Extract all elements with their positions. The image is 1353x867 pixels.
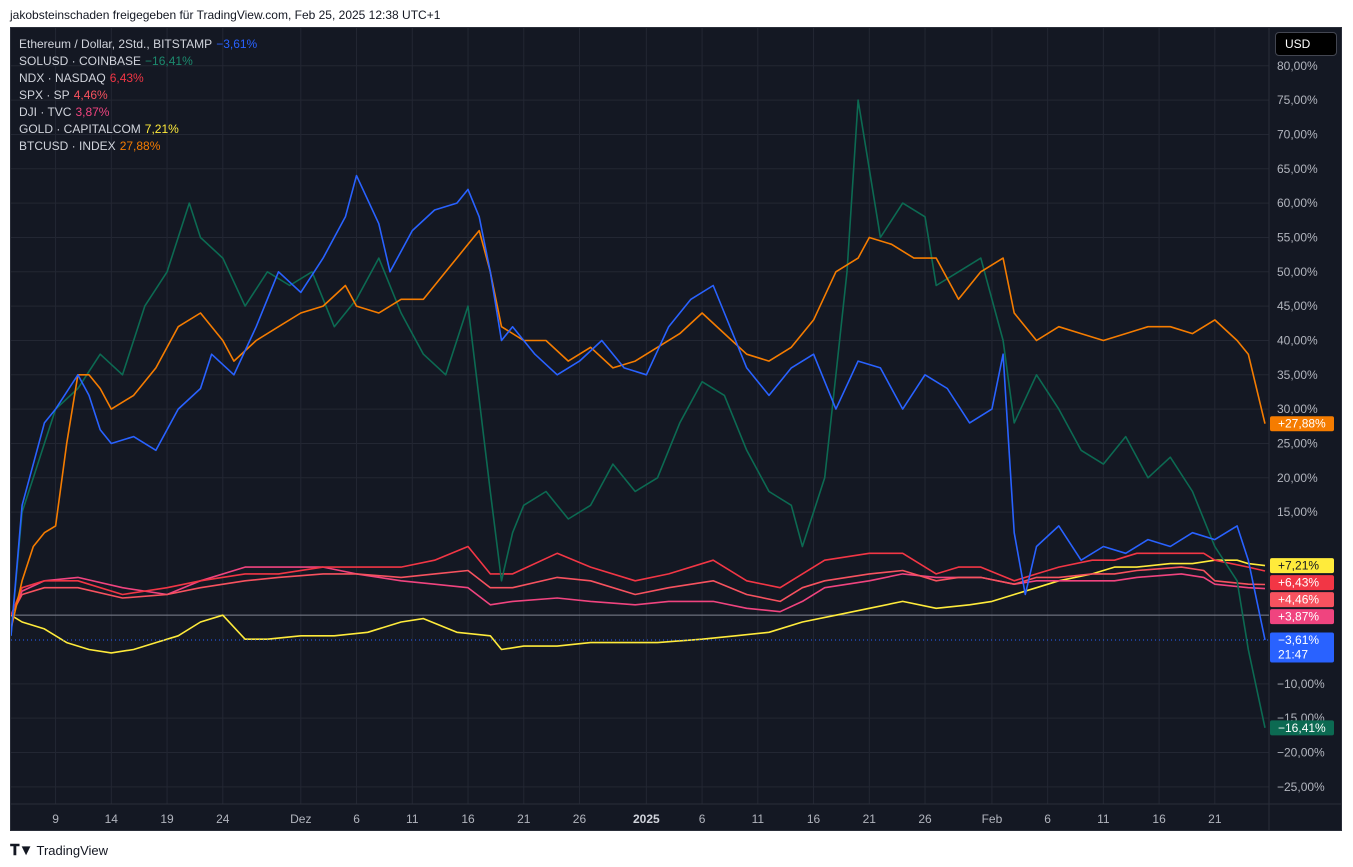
series-badge-label: +6,43% — [1278, 576, 1319, 590]
y-tick-label: 45,00% — [1277, 299, 1318, 313]
legend-series-name: DJI · TVC — [19, 105, 72, 119]
x-tick-label: 19 — [160, 812, 174, 826]
y-tick-label: 65,00% — [1277, 162, 1318, 176]
x-tick-label: Dez — [290, 812, 311, 826]
legend-series-name: SPX · SP — [19, 88, 70, 102]
series-line — [11, 566, 1266, 616]
x-tick-label: 2025 — [633, 812, 660, 826]
x-tick-label: 14 — [105, 812, 119, 826]
x-tick-label: 6 — [353, 812, 360, 826]
x-tick-label: 16 — [1152, 812, 1166, 826]
x-tick-label: 9 — [52, 812, 59, 826]
y-tick-label: 40,00% — [1277, 333, 1318, 347]
x-tick-label: 11 — [752, 812, 765, 826]
chart-panel[interactable]: −25,00%−20,00%−15,00%−10,00%0,00%15,00%2… — [10, 27, 1342, 831]
series-badge — [1270, 558, 1334, 574]
legend-entry[interactable]: Ethereum / Dollar, 2Std., BITSTAMP −3,61% — [19, 36, 257, 53]
x-tick-label: 21 — [1208, 812, 1222, 826]
tradingview-logo-icon: 𝐓▼ — [10, 842, 33, 859]
y-tick-label: 50,00% — [1277, 265, 1318, 279]
series-badge — [1270, 575, 1334, 591]
y-tick-label: 55,00% — [1277, 230, 1318, 244]
legend-series-value: −16,41% — [145, 54, 193, 68]
legend-series-name: SOLUSD · COINBASE — [19, 54, 142, 68]
y-tick-label: 20,00% — [1277, 471, 1318, 485]
y-tick-label: 80,00% — [1277, 59, 1318, 73]
legend-series-name: GOLD · CAPITALCOM — [19, 122, 141, 136]
legend-series-name: BTCUSD · INDEX — [19, 139, 116, 153]
legend-series-value: 6,43% — [109, 71, 144, 85]
series-badge-label: +27,88% — [1278, 417, 1326, 431]
y-tick-label: 60,00% — [1277, 196, 1318, 210]
series-badge-label: −3,61% — [1278, 633, 1319, 647]
series-line — [11, 229, 1266, 630]
series-badge-label: +7,21% — [1278, 559, 1319, 573]
x-tick-label: 21 — [863, 812, 877, 826]
x-tick-label: 21 — [517, 812, 531, 826]
brand-footer[interactable]: 𝐓▼ TradingView — [10, 842, 108, 859]
series-badge-time: 21:47 — [1278, 647, 1308, 661]
y-tick-label: 30,00% — [1277, 402, 1318, 416]
legend-entry[interactable]: SPX · SP 4,46% — [19, 87, 257, 104]
legend-series-value: 7,21% — [144, 122, 179, 136]
series-badge — [1270, 632, 1334, 663]
share-caption: jakobsteinschaden freigegeben für Tradin… — [10, 8, 441, 22]
series-line — [11, 566, 1266, 616]
x-tick-label: Feb — [982, 812, 1003, 826]
legend-series-value: 4,46% — [73, 88, 108, 102]
series-badge — [1270, 720, 1334, 736]
x-tick-label: 24 — [216, 812, 230, 826]
series-badge-label: +4,46% — [1278, 593, 1319, 607]
legend-entry[interactable]: SOLUSD · COINBASE −16,41% — [19, 53, 257, 70]
series-line — [11, 99, 1266, 728]
series-badge — [1270, 609, 1334, 625]
series-line — [11, 559, 1266, 654]
series-badge — [1270, 592, 1334, 608]
y-tick-label: −25,00% — [1277, 780, 1325, 794]
series-legend: Ethereum / Dollar, 2Std., BITSTAMP −3,61%… — [19, 36, 257, 155]
y-tick-label: 75,00% — [1277, 93, 1318, 107]
currency-button[interactable]: USD — [1275, 32, 1337, 56]
legend-series-value: 3,87% — [75, 105, 110, 119]
legend-entry[interactable]: DJI · TVC 3,87% — [19, 104, 257, 121]
series-line — [11, 174, 1266, 641]
legend-entry[interactable]: GOLD · CAPITALCOM 7,21% — [19, 121, 257, 138]
legend-entry[interactable]: NDX · NASDAQ 6,43% — [19, 70, 257, 87]
series-line — [11, 545, 1266, 616]
series-badge-label: +3,87% — [1278, 610, 1319, 624]
series-badge — [1270, 416, 1334, 432]
x-tick-label: 16 — [807, 812, 821, 826]
x-tick-label: 26 — [573, 812, 587, 826]
series-badge-label: −16,41% — [1278, 721, 1326, 735]
x-tick-label: 11 — [406, 812, 419, 826]
legend-entry[interactable]: BTCUSD · INDEX 27,88% — [19, 138, 257, 155]
legend-series-value: 27,88% — [119, 139, 161, 153]
x-tick-label: 11 — [1097, 812, 1110, 826]
chart-plot[interactable]: −25,00%−20,00%−15,00%−10,00%0,00%15,00%2… — [11, 28, 1342, 831]
x-tick-label: 26 — [918, 812, 932, 826]
legend-series-name: NDX · NASDAQ — [19, 71, 106, 85]
y-tick-label: 25,00% — [1277, 436, 1318, 450]
y-tick-label: −10,00% — [1277, 677, 1325, 691]
legend-series-value: −3,61% — [216, 37, 258, 51]
brand-name: TradingView — [36, 843, 109, 858]
y-tick-label: 70,00% — [1277, 127, 1318, 141]
x-tick-label: 16 — [461, 812, 475, 826]
x-tick-label: 6 — [1044, 812, 1051, 826]
x-tick-label: 6 — [699, 812, 706, 826]
y-tick-label: 15,00% — [1277, 505, 1318, 519]
legend-series-name: Ethereum / Dollar, 2Std., BITSTAMP — [19, 37, 213, 51]
y-tick-label: 35,00% — [1277, 368, 1318, 382]
y-tick-label: −20,00% — [1277, 745, 1325, 759]
